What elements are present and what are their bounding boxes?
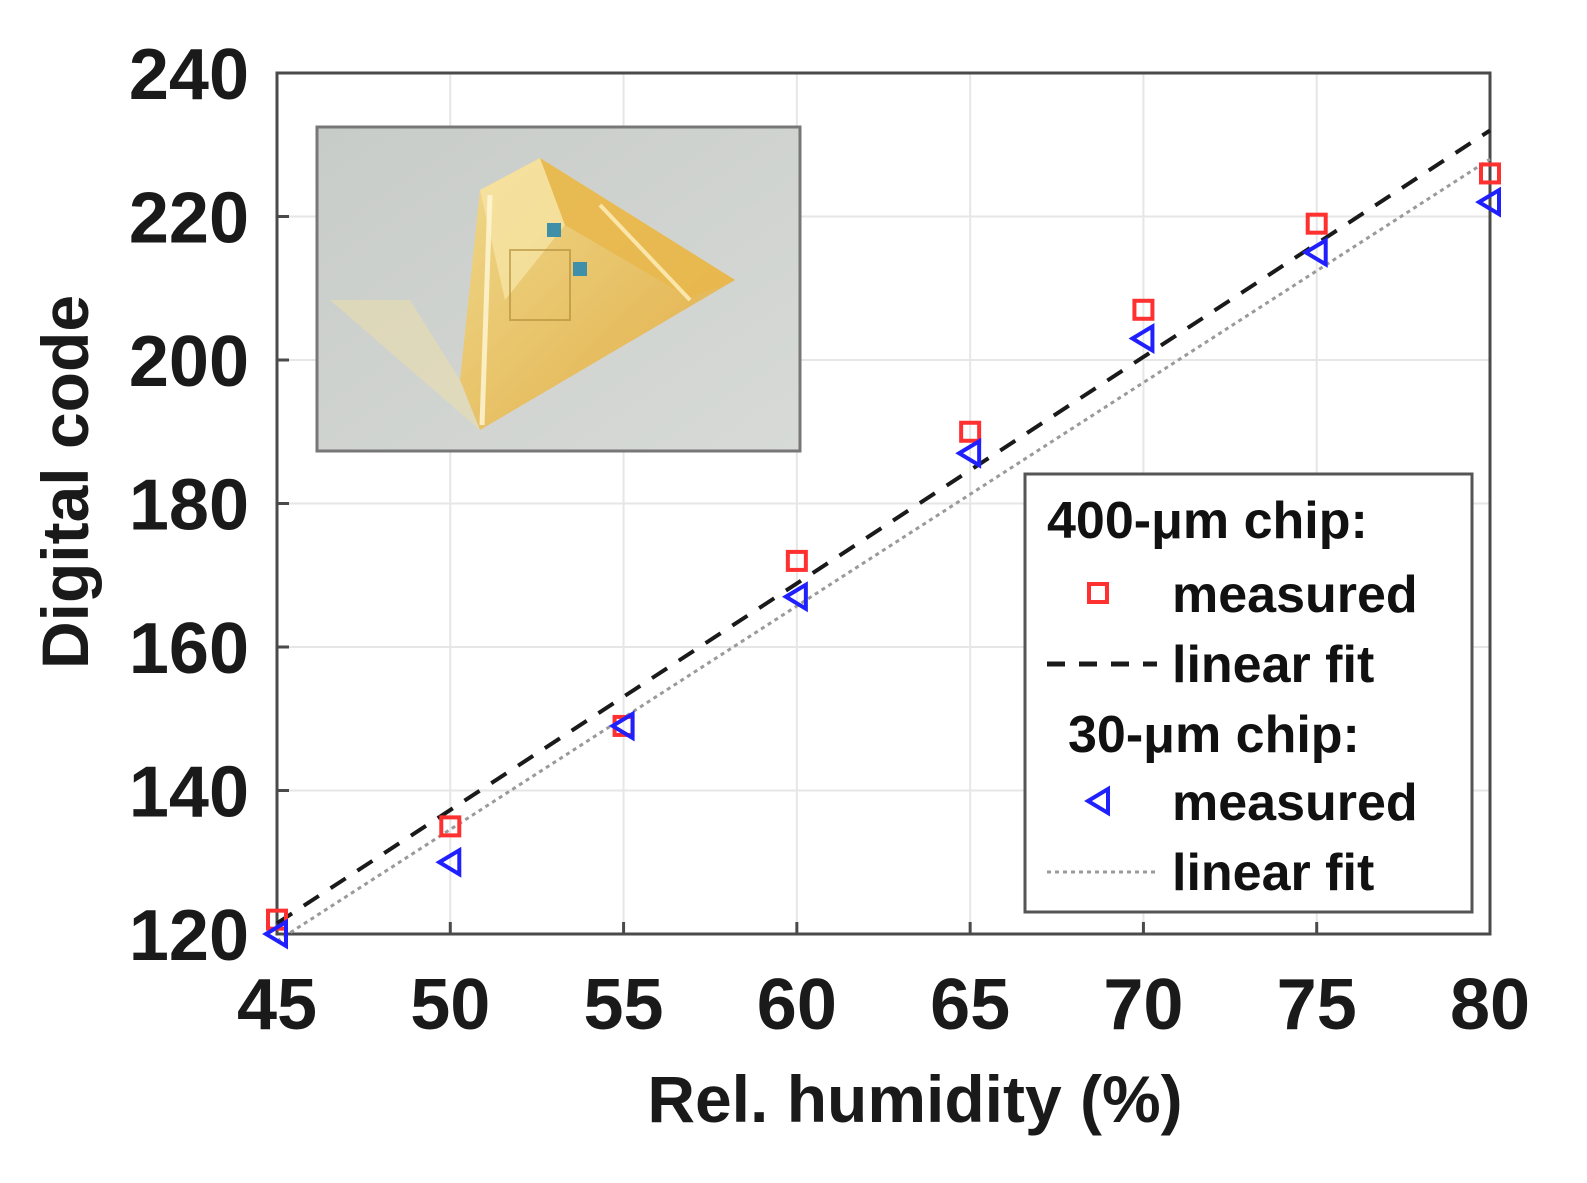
- y-tick-label: 220: [129, 179, 249, 259]
- y-tick-label: 240: [129, 35, 249, 115]
- y-axis-title: Digital code: [28, 295, 102, 669]
- point-400um-measured: [1132, 298, 1155, 321]
- y-tick-label: 180: [129, 466, 249, 546]
- legend-fit-400um: linear fit: [1172, 636, 1374, 694]
- point-400um-measured: [785, 549, 808, 572]
- inset-photo: [315, 125, 802, 453]
- point-400um-measured: [439, 815, 462, 838]
- data-series: [262, 128, 1501, 950]
- point-30um-measured: [262, 918, 288, 950]
- x-tick-label: 75: [1277, 965, 1357, 1045]
- x-tick-label: 45: [237, 965, 317, 1045]
- x-tick-label: 55: [584, 965, 664, 1045]
- point-30um-measured: [435, 846, 462, 878]
- legend-measured-400um: measured: [1172, 566, 1418, 624]
- x-tick-label: 70: [1103, 965, 1183, 1045]
- fit-line-400um: [275, 128, 1492, 925]
- point-400um-measured: [1479, 162, 1501, 185]
- legend-marker-square-icon: [1087, 582, 1109, 604]
- legend-fit-30um: linear fit: [1172, 844, 1374, 902]
- x-tick-label: 80: [1450, 965, 1530, 1045]
- point-400um-measured: [1305, 212, 1328, 235]
- y-tick-label: 120: [129, 896, 249, 976]
- x-tick-label: 65: [930, 965, 1010, 1045]
- y-tick-label: 200: [129, 322, 249, 402]
- y-tick-label: 140: [129, 753, 249, 833]
- axis-ticks: 45 50 55 60 65 70 75 80 120 140 160 180 200 220 240: [129, 35, 1530, 1045]
- legend-marker-triangle-icon: [1084, 785, 1110, 817]
- legend-box: [1023, 472, 1474, 914]
- fit-line-30um: [276, 157, 1491, 943]
- point-30um-measured: [608, 710, 635, 742]
- x-tick-label: 60: [757, 965, 837, 1045]
- legend-group-400um-title: 400-μm chip:: [1047, 492, 1368, 550]
- point-400um-measured: [959, 420, 982, 443]
- y-tick-label: 160: [129, 609, 249, 689]
- legend-measured-30um: measured: [1172, 774, 1418, 832]
- legend-group-30um-title: 30-μm chip:: [1068, 706, 1360, 764]
- point-30um-measured: [1475, 186, 1501, 218]
- legend: 400-μm chip: measured linear fit 30-μm c…: [1023, 472, 1474, 914]
- point-30um-measured: [1301, 236, 1328, 268]
- x-axis-title: Rel. humidity (%): [647, 1062, 1182, 1136]
- point-30um-measured: [781, 581, 808, 613]
- point-30um-measured: [955, 437, 982, 469]
- point-30um-measured: [1128, 322, 1155, 355]
- x-tick-label: 50: [410, 965, 490, 1045]
